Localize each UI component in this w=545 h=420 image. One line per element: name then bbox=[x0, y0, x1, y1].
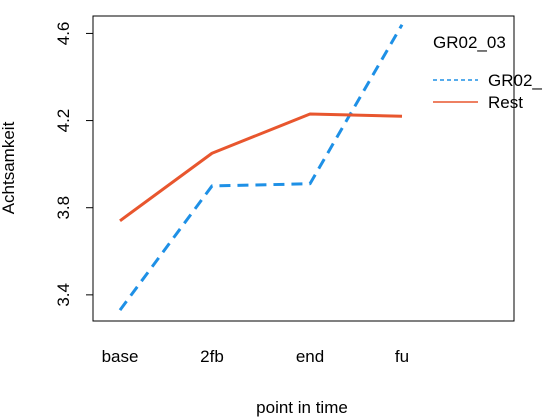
series-line-2 bbox=[119, 112, 403, 222]
y-tick-label: 4.2 bbox=[54, 109, 73, 133]
series-line-1 bbox=[118, 23, 404, 312]
plot-box bbox=[92, 15, 515, 322]
y-tick-label: 3.8 bbox=[54, 196, 73, 220]
series-layer bbox=[118, 23, 404, 312]
y-tick-label: 3.4 bbox=[54, 283, 73, 307]
x-tick-label: end bbox=[296, 347, 324, 366]
legend: GR02_03 GR02_ Rest bbox=[433, 33, 542, 112]
x-tick-labels: base 2fb end fu bbox=[102, 347, 410, 366]
x-tick-label: fu bbox=[395, 347, 409, 366]
x-tick-label: base bbox=[102, 347, 139, 366]
y-tick-label: 4.6 bbox=[54, 22, 73, 46]
x-axis-label: point in time bbox=[256, 398, 348, 417]
y-axis-label: Achtsamkeit bbox=[0, 121, 18, 214]
legend-label: GR02_ bbox=[488, 71, 542, 90]
y-axis: 3.4 3.8 4.2 4.6 bbox=[54, 22, 93, 307]
legend-label: Rest bbox=[488, 93, 523, 112]
legend-title: GR02_03 bbox=[433, 33, 506, 52]
x-tick-label: 2fb bbox=[200, 347, 224, 366]
legend-entries: GR02_ Rest bbox=[433, 71, 542, 112]
